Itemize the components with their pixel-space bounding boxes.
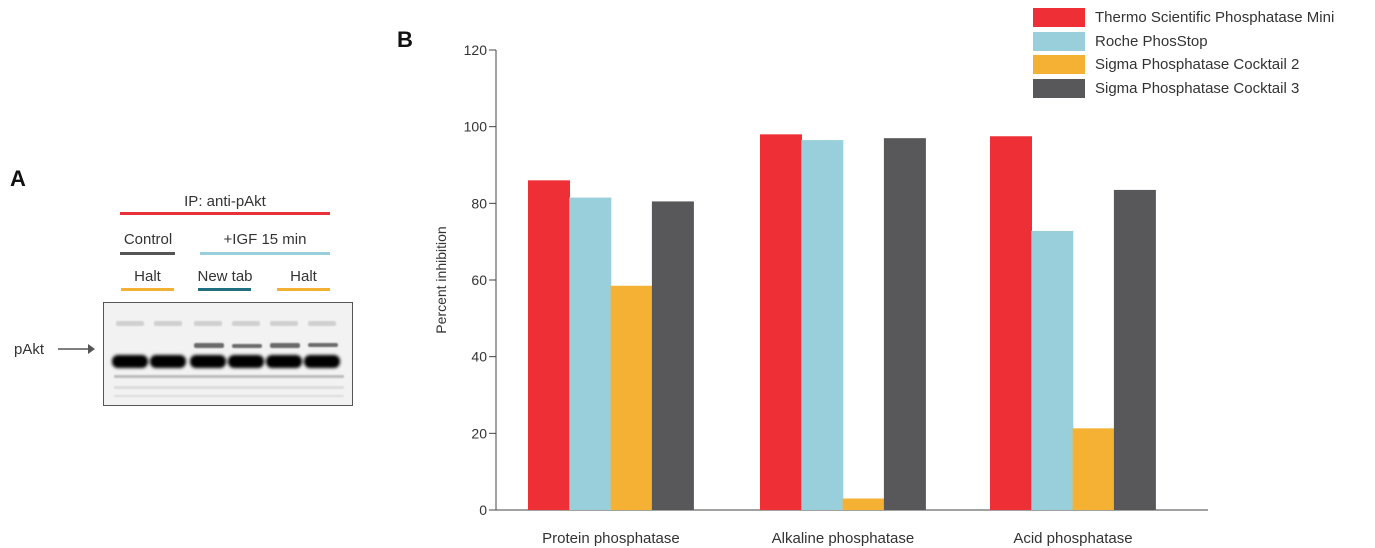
legend-swatch xyxy=(1033,78,1085,98)
x-tick-label: Acid phosphatase xyxy=(1013,530,1132,547)
legend-label: Roche PhosStop xyxy=(1095,32,1208,50)
bar xyxy=(883,138,926,510)
igf-line xyxy=(200,252,330,255)
bar xyxy=(1031,230,1074,510)
panel-a-label: A xyxy=(10,166,26,191)
legend-swatch xyxy=(1033,8,1085,27)
ip-line xyxy=(120,212,330,215)
group-control-label: Control xyxy=(123,231,173,248)
y-tick-label: 20 xyxy=(471,425,487,441)
y-tick-label: 120 xyxy=(464,42,488,58)
new-tab-line xyxy=(198,288,251,291)
y-tick-label: 80 xyxy=(471,195,487,211)
blot-bands xyxy=(104,303,352,405)
y-tick-label: 40 xyxy=(471,349,487,365)
legend-swatch xyxy=(1033,55,1085,74)
halt-1-line xyxy=(121,288,174,291)
bar xyxy=(760,134,802,511)
x-tick-label: Alkaline phosphatase xyxy=(772,530,915,547)
lane-halt-1-label: Halt xyxy=(134,268,161,285)
y-tick-label: 60 xyxy=(471,272,487,288)
legend-label: Sigma Phosphatase Cocktail 3 xyxy=(1095,79,1300,97)
lane-new-tab-label: New tab xyxy=(197,268,253,285)
ip-label: IP: anti-pAkt xyxy=(184,193,266,210)
bar xyxy=(990,136,1032,510)
bar xyxy=(528,180,570,511)
y-tick-label: 0 xyxy=(479,502,487,518)
legend-label: Thermo Scientific Phosphatase Mini xyxy=(1095,9,1335,26)
legend-swatch xyxy=(1033,31,1085,51)
y-tick-label: 100 xyxy=(464,119,488,135)
blot-image xyxy=(103,302,353,406)
bar xyxy=(1072,428,1115,510)
lane-halt-2-label: Halt xyxy=(290,268,317,285)
bar xyxy=(1113,189,1156,510)
bar xyxy=(651,201,694,510)
control-line xyxy=(120,252,175,255)
chart-bars xyxy=(528,134,1156,511)
group-igf-label: +IGF 15 min xyxy=(223,231,307,248)
chart-labels: 0 20 40 60 80 100 120 Percent inhibition Protein… xyxy=(433,42,1133,547)
pakt-label: pAkt xyxy=(14,341,45,358)
arrow-right-icon xyxy=(58,344,95,354)
bar xyxy=(842,498,885,510)
y-axis-title: Percent inhibition xyxy=(433,226,449,333)
bar xyxy=(569,197,612,511)
x-tick-label: Protein phosphatase xyxy=(542,530,680,547)
panel-b-label: B xyxy=(397,27,413,52)
halt-2-line xyxy=(277,288,330,291)
bar xyxy=(610,285,653,510)
bar xyxy=(801,140,844,511)
legend-label: Sigma Phosphatase Cocktail 2 xyxy=(1095,56,1300,73)
